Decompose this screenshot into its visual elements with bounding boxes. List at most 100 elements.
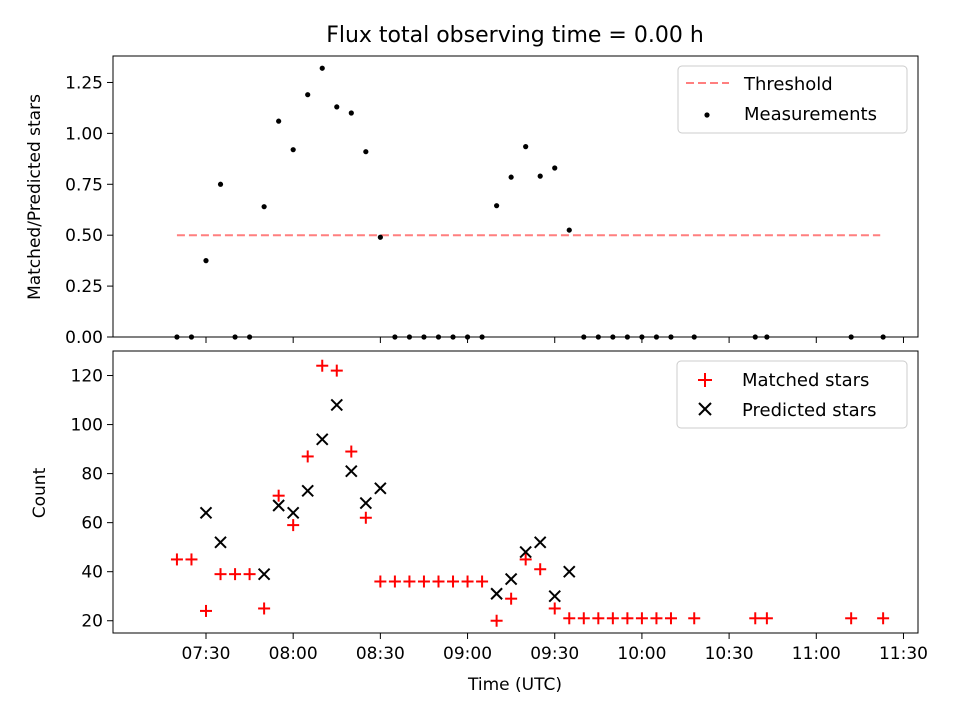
- predicted-legend-label: Predicted stars: [742, 400, 876, 421]
- predicted-star-point: [359, 496, 373, 510]
- bottom-y-tick-label: 80: [81, 465, 103, 485]
- matched-star-point: [447, 575, 460, 588]
- top-y-tick-label: 1.00: [65, 124, 103, 144]
- predicted-star-point: [504, 572, 518, 586]
- measurement-point: [363, 149, 369, 155]
- top-legend: Threshold Measurements: [677, 65, 908, 134]
- measurement-point: [392, 334, 398, 340]
- measurement-point: [377, 234, 383, 240]
- matched-star-point: [374, 575, 387, 588]
- top-y-tick-label: 0.00: [65, 328, 103, 348]
- predicted-legend-swatch: [698, 402, 712, 416]
- bottom-y-tick-label: 120: [71, 367, 103, 387]
- x-tick-label: 10:00: [617, 644, 666, 664]
- measurement-point: [595, 334, 601, 340]
- x-tick-label: 07:30: [181, 644, 230, 664]
- bottom-x-ticks: 07:30 08:00 08:30 09:00 09:30 10:00 10:30 11:00…: [181, 633, 928, 664]
- matched-star-point: [359, 511, 372, 524]
- measurement-point: [290, 147, 296, 153]
- matched-star-point: [432, 575, 445, 588]
- matched-legend-swatch: [698, 373, 712, 387]
- matched-star-point: [330, 364, 343, 377]
- predicted-star-point: [301, 484, 314, 497]
- matched-star-point: [548, 602, 561, 615]
- predicted-star-point: [548, 590, 561, 603]
- matched-star-point: [621, 612, 634, 625]
- matched-star-point: [505, 592, 518, 605]
- measurement-point: [435, 334, 442, 340]
- matched-star-point: [185, 553, 198, 566]
- predicted-star-point: [519, 545, 532, 559]
- measurement-point: [537, 173, 543, 179]
- predicted-star-point: [286, 506, 300, 520]
- matched-star-point: [243, 568, 256, 581]
- x-tick-label: 10:30: [705, 644, 754, 664]
- matched-star-point: [301, 450, 314, 463]
- measurement-point: [610, 334, 616, 340]
- matched-star-point: [258, 602, 271, 615]
- matched-star-point: [403, 575, 416, 588]
- matched-star-point: [170, 553, 183, 566]
- measurement-point: [188, 334, 195, 340]
- matched-star-point: [345, 445, 358, 458]
- measurement-point: [691, 334, 697, 340]
- measurement-point: [421, 334, 427, 340]
- measurement-point: [203, 258, 209, 264]
- matched-star-point: [476, 575, 489, 588]
- bottom-axes: 20 40 60 80 100 120 07:30 08:00 08:30 09:00 09:30…: [30, 350, 928, 695]
- measurement-point: [494, 203, 500, 209]
- top-legend-box: [677, 65, 908, 134]
- predicted-star-point: [563, 565, 576, 578]
- x-axis-label: Time (UTC): [467, 675, 562, 695]
- matched-star-point: [877, 612, 890, 625]
- bottom-y-tick-label: 60: [81, 514, 103, 534]
- predicted-star-point: [345, 464, 358, 478]
- measurement-point: [752, 334, 758, 340]
- top-plot-frame: [112, 55, 919, 338]
- measurement-point: [523, 144, 529, 150]
- matched-star-point: [417, 575, 430, 588]
- measurement-point: [764, 334, 770, 340]
- matched-star-point: [316, 359, 329, 372]
- predicted-star-point: [214, 536, 227, 549]
- measurement-point: [232, 334, 238, 340]
- measurement-point: [624, 334, 630, 340]
- top-y-tick-label: 0.75: [65, 175, 103, 195]
- matched-star-point: [592, 612, 605, 625]
- top-y-ticks: 0.00 0.25 0.50 0.75 1.00 1.25: [65, 73, 113, 348]
- measurement-point: [848, 334, 854, 340]
- top-y-axis-label: Matched/Predicted stars: [25, 94, 45, 300]
- predicted-stars-layer: [199, 398, 576, 603]
- predicted-star-point: [330, 398, 343, 412]
- measurements-legend-label: Measurements: [744, 104, 877, 125]
- matched-star-point: [563, 612, 576, 625]
- bottom-legend: Matched stars Predicted stars: [676, 360, 908, 429]
- chart-title: Flux total observing time = 0.00 h: [326, 23, 704, 48]
- matched-star-point: [272, 489, 285, 502]
- predicted-star-point: [533, 536, 547, 549]
- matched-star-point: [664, 612, 677, 625]
- predicted-star-point: [199, 506, 213, 520]
- predicted-star-point: [374, 482, 387, 495]
- x-tick-label: 08:30: [356, 644, 405, 664]
- bottom-y-axis-label: Count: [30, 467, 50, 518]
- top-axes: 0.00 0.25 0.50 0.75 1.00 1.25 Matched/Predict…: [25, 55, 919, 348]
- measurement-point: [450, 334, 456, 340]
- measurement-point: [246, 334, 253, 340]
- top-y-tick-label: 0.25: [65, 277, 103, 297]
- bottom-legend-box: [676, 360, 908, 429]
- matched-star-point: [760, 612, 773, 625]
- matched-star-point: [650, 612, 663, 625]
- measurement-point: [217, 181, 224, 187]
- measurement-point: [174, 334, 180, 340]
- measurement-point: [566, 227, 572, 233]
- top-x-ticks: [205, 337, 904, 343]
- predicted-star-point: [490, 587, 503, 600]
- measurement-point: [880, 334, 886, 340]
- matched-star-point: [229, 568, 242, 581]
- predicted-star-point: [316, 433, 329, 446]
- measurement-point: [406, 334, 413, 340]
- bottom-y-tick-label: 20: [81, 612, 103, 632]
- measurement-point: [479, 334, 485, 340]
